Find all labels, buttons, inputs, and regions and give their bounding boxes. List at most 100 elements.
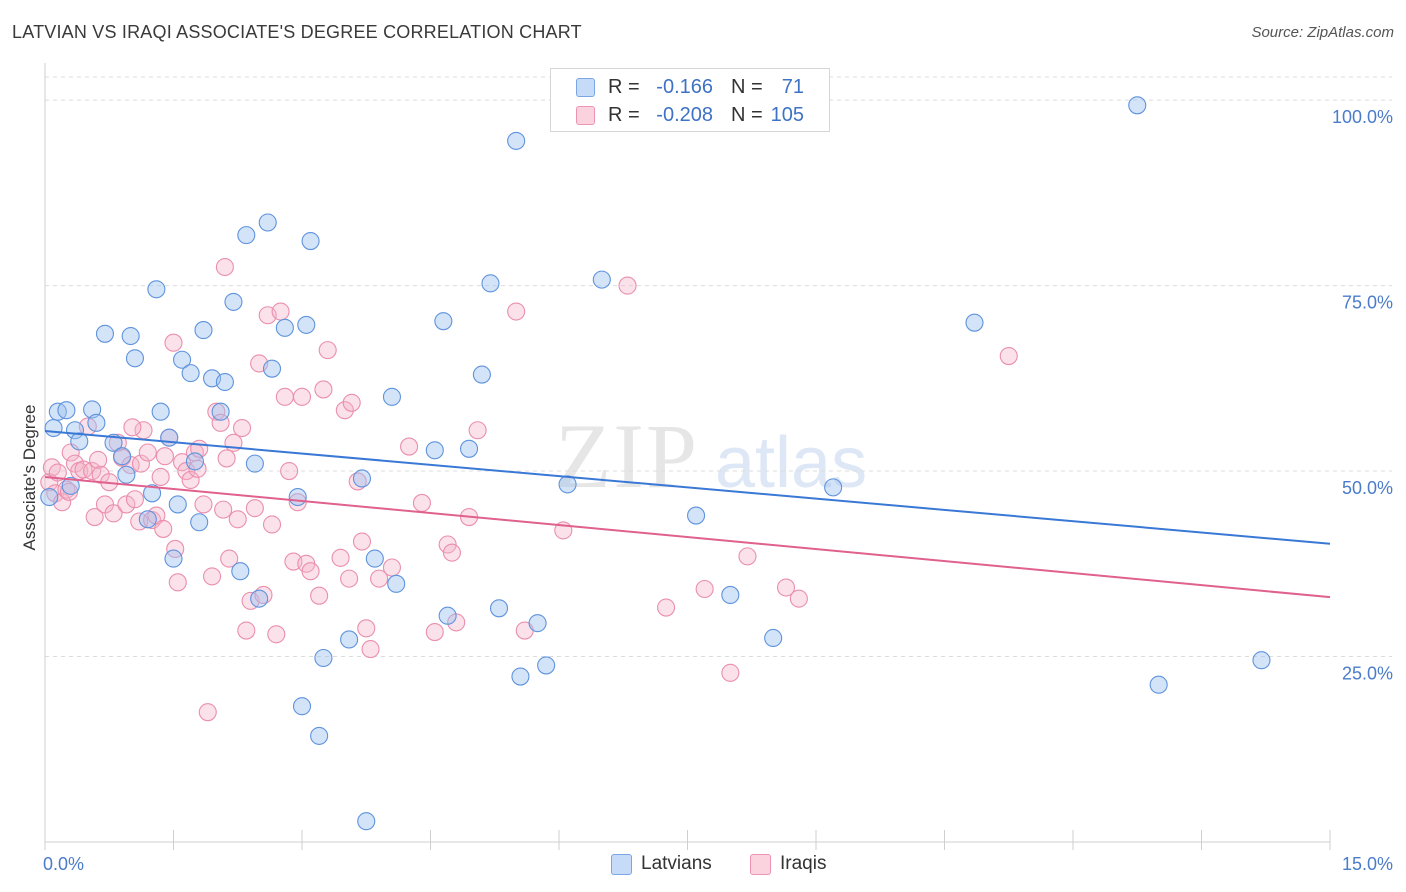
point-latvians bbox=[40, 487, 59, 507]
point-iraqis bbox=[228, 510, 247, 529]
point-latvians bbox=[1252, 651, 1271, 670]
legend-row-iraqis: R = -0.208 N = 105 bbox=[551, 101, 829, 129]
point-latvians bbox=[301, 232, 320, 251]
point-iraqis bbox=[168, 573, 187, 592]
point-iraqis bbox=[164, 333, 183, 352]
point-latvians bbox=[297, 315, 316, 334]
y-tick-label: 50.0% bbox=[1342, 478, 1393, 498]
point-iraqis bbox=[85, 507, 104, 527]
point-latvians bbox=[472, 365, 491, 384]
tick-labels: 25.0% 50.0% 75.0% 100.0% 0.0% 15.0% Associate'… bbox=[20, 107, 1393, 874]
axes bbox=[44, 63, 1331, 850]
point-latvians bbox=[537, 656, 556, 675]
point-latvians bbox=[44, 418, 63, 438]
point-latvians bbox=[382, 387, 402, 406]
point-iraqis bbox=[237, 621, 256, 640]
point-latvians bbox=[95, 324, 115, 343]
point-latvians bbox=[125, 349, 144, 368]
x-tick-label: 0.0% bbox=[43, 854, 84, 874]
point-latvians bbox=[250, 589, 269, 608]
point-iraqis bbox=[382, 558, 402, 577]
point-latvians bbox=[262, 359, 282, 378]
point-latvians bbox=[104, 433, 123, 452]
point-iraqis bbox=[738, 547, 757, 566]
point-iraqis bbox=[352, 532, 372, 551]
point-iraqis bbox=[245, 499, 264, 518]
point-latvians bbox=[181, 364, 200, 383]
point-latvians bbox=[425, 441, 444, 460]
y-tick-label: 100.0% bbox=[1332, 107, 1393, 127]
point-iraqis bbox=[125, 490, 144, 509]
point-latvians bbox=[489, 599, 509, 618]
legend-swatch-latvians bbox=[611, 854, 632, 875]
point-iraqis bbox=[789, 589, 808, 608]
point-latvians bbox=[160, 428, 179, 447]
point-latvians bbox=[528, 614, 547, 633]
point-iraqis bbox=[657, 598, 676, 617]
legend-swatch-iraqis bbox=[750, 854, 771, 875]
point-iraqis bbox=[154, 519, 173, 538]
point-iraqis bbox=[198, 703, 217, 722]
point-iraqis bbox=[314, 380, 333, 399]
point-iraqis bbox=[361, 640, 380, 659]
legend-n-label: N = bbox=[731, 104, 763, 126]
legend-swatch-iraqis bbox=[576, 106, 595, 125]
point-iraqis bbox=[721, 663, 740, 682]
point-latvians bbox=[357, 812, 376, 831]
point-iraqis bbox=[442, 543, 461, 562]
point-latvians bbox=[245, 454, 264, 473]
series-latvians bbox=[40, 96, 1271, 831]
point-iraqis bbox=[370, 569, 389, 588]
point-latvians bbox=[138, 510, 157, 529]
legend-r-label: R = bbox=[608, 76, 640, 98]
series-iraqis bbox=[40, 257, 1018, 722]
point-latvians bbox=[258, 213, 277, 232]
point-iraqis bbox=[131, 454, 150, 473]
point-iraqis bbox=[188, 459, 207, 478]
point-latvians bbox=[83, 400, 102, 419]
point-iraqis bbox=[357, 619, 376, 638]
legend-n-label: N = bbox=[731, 76, 763, 98]
legend-n-value: 71 bbox=[781, 76, 804, 98]
point-iraqis bbox=[342, 393, 361, 412]
y-tick-label: 75.0% bbox=[1342, 293, 1393, 313]
point-latvians bbox=[352, 469, 372, 488]
point-iraqis bbox=[468, 421, 487, 440]
point-latvians bbox=[231, 562, 250, 581]
point-iraqis bbox=[310, 586, 329, 605]
point-latvians bbox=[164, 549, 183, 568]
point-iraqis bbox=[425, 622, 444, 642]
point-latvians bbox=[558, 475, 577, 494]
point-iraqis bbox=[173, 453, 192, 472]
point-latvians bbox=[340, 630, 359, 649]
point-iraqis bbox=[267, 625, 286, 644]
point-latvians bbox=[194, 321, 213, 340]
point-latvians bbox=[592, 270, 611, 289]
legend-row-latvians: R = -0.166 N = 71 bbox=[551, 73, 829, 101]
point-latvians bbox=[61, 476, 80, 495]
point-iraqis bbox=[83, 461, 102, 481]
point-iraqis bbox=[217, 449, 236, 468]
point-iraqis bbox=[117, 495, 136, 514]
y-tick-label: 25.0% bbox=[1342, 664, 1393, 684]
point-iraqis bbox=[776, 578, 796, 597]
point-latvians bbox=[147, 280, 166, 299]
point-latvians bbox=[387, 574, 406, 593]
point-latvians bbox=[173, 350, 192, 369]
point-iraqis bbox=[138, 443, 157, 462]
point-iraqis bbox=[207, 402, 226, 421]
point-latvians bbox=[151, 402, 170, 421]
point-latvians bbox=[237, 226, 256, 245]
point-latvians bbox=[292, 697, 312, 716]
point-iraqis bbox=[318, 341, 337, 360]
point-latvians bbox=[310, 726, 329, 745]
point-latvians bbox=[57, 401, 76, 420]
point-latvians bbox=[687, 506, 706, 525]
correlation-legend: R = -0.166 N = 71 R = -0.208 N = 105 bbox=[550, 68, 830, 132]
point-latvians bbox=[824, 478, 843, 497]
legend-r-label: R = bbox=[608, 104, 640, 126]
legend-n-value: 105 bbox=[770, 104, 804, 126]
chart-title: LATVIAN VS IRAQI ASSOCIATE'S DEGREE CORR… bbox=[12, 22, 582, 42]
point-iraqis bbox=[181, 470, 200, 490]
point-iraqis bbox=[618, 276, 637, 295]
